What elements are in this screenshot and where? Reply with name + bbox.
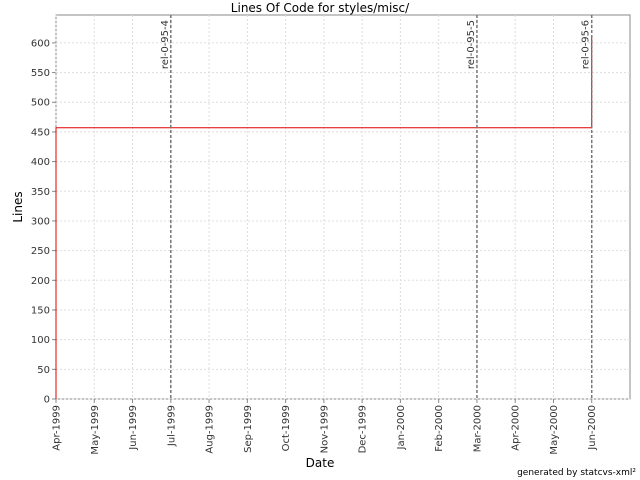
y-tick-label: 100: [31, 335, 50, 346]
x-tick-label: Jan-2000: [396, 405, 407, 450]
y-tick-label: 200: [31, 276, 50, 287]
x-tick-label: May-2000: [549, 405, 560, 455]
y-tick-label: 50: [37, 365, 50, 376]
y-tick-label: 550: [31, 68, 50, 79]
x-tick-label: Oct-1999: [281, 405, 292, 451]
y-tick-label: 0: [44, 395, 50, 406]
x-tick-label: Jun-2000: [587, 405, 598, 451]
x-tick-label: Jul-1999: [166, 405, 177, 447]
y-tick-label: 600: [31, 38, 50, 49]
plot-area: [55, 14, 631, 400]
chart-title: Lines Of Code for styles/misc/: [231, 1, 410, 15]
footer: generated by statcvs-xml²: [517, 468, 636, 478]
x-tick-label: Apr-2000: [511, 405, 522, 451]
x-tick-label: Sep-1999: [243, 405, 254, 453]
x-tick-label: Aug-1999: [205, 405, 216, 454]
y-tick-label: 350: [31, 187, 50, 198]
x-tick-label: Mar-2000: [472, 405, 483, 452]
release-label: rel-0-95-6: [581, 20, 592, 69]
y-tick-label: 500: [31, 98, 50, 109]
release-label: rel-0-95-4: [160, 20, 171, 69]
x-axis-title: Date: [306, 456, 335, 470]
x-tick-label: May-1999: [90, 405, 101, 455]
x-tick-label: Feb-2000: [434, 405, 445, 452]
release-label: rel-0-95-5: [466, 20, 477, 69]
x-tick-label: Dec-1999: [358, 405, 369, 453]
y-tick-label: 400: [31, 157, 50, 168]
x-tick-label: Apr-1999: [52, 405, 63, 451]
x-tick-label: Jun-1999: [128, 405, 139, 451]
y-tick-label: 250: [31, 246, 50, 257]
x-tick-label: Nov-1999: [319, 405, 330, 453]
y-tick-label: 300: [31, 216, 50, 227]
y-tick-label: 150: [31, 305, 50, 316]
y-tick-label: 450: [31, 127, 50, 138]
y-axis-title: Lines: [11, 191, 25, 222]
